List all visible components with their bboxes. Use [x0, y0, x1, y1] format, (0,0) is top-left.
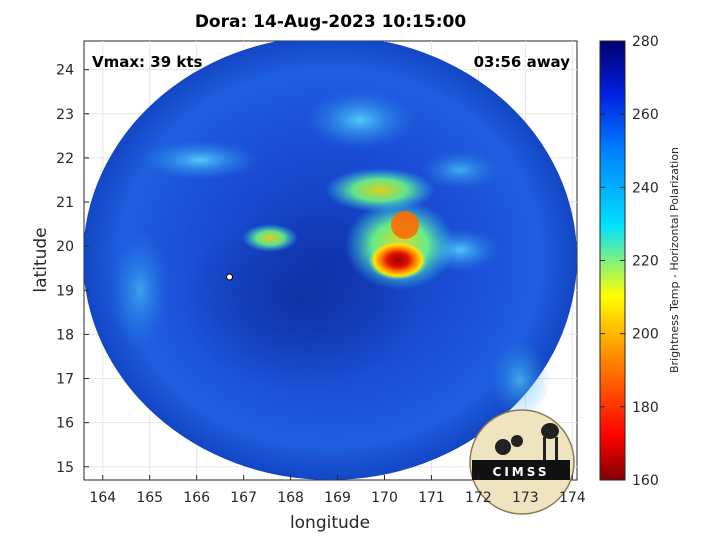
x-tick-label: 165: [136, 490, 163, 506]
colorbar-tick-label: 240: [632, 180, 659, 196]
y-tick-label: 22: [56, 151, 74, 167]
storm-center-marker: [226, 273, 234, 281]
y-tick-label: 24: [56, 63, 74, 79]
colorbar-tick-label: 160: [632, 473, 659, 489]
cimss-logo: CIMSS: [469, 409, 575, 515]
x-tick-label: 170: [371, 490, 398, 506]
brightness-temperature-swath: [84, 41, 577, 480]
y-tick-label: 23: [56, 107, 74, 123]
colorbar-tick-label: 180: [632, 400, 659, 416]
y-tick-label: 20: [56, 239, 74, 255]
y-axis-label: latitude: [31, 227, 51, 292]
x-tick-label: 169: [324, 490, 351, 506]
colorbar-tick-label: 200: [632, 327, 659, 343]
colorbar-ticks: 160 180 200 220 240 260 280: [600, 34, 659, 489]
x-tick-label: 172: [465, 490, 492, 506]
x-axis-ticks: 164 165 166 167 168 169 170 171 172 173 174: [89, 475, 586, 506]
x-tick-label: 174: [559, 490, 586, 506]
y-tick-label: 21: [56, 195, 74, 211]
time-away-annotation: 03:56 away: [473, 53, 570, 71]
y-tick-label: 18: [56, 327, 74, 343]
colorbar-tick-label: 280: [632, 34, 659, 50]
x-tick-label: 171: [418, 490, 445, 506]
colorbar-tick-label: 260: [632, 107, 659, 123]
x-axis-label: longitude: [290, 513, 370, 533]
colorbar-label: Brightness Temp - Horizontal Polarizatio…: [668, 147, 681, 373]
x-tick-label: 173: [512, 490, 539, 506]
x-tick-label: 168: [277, 490, 304, 506]
y-axis-ticks: 15 16 17 18 19 20 21 22 23 24: [56, 63, 89, 476]
vmax-annotation: Vmax: 39 kts: [92, 53, 203, 71]
map-title: Dora: 14-Aug-2023 10:15:00: [194, 12, 467, 32]
logo-text: CIMSS: [493, 465, 550, 479]
x-tick-label: 166: [183, 490, 210, 506]
x-tick-label: 164: [89, 490, 116, 506]
colorbar-tick-label: 220: [632, 254, 659, 270]
y-tick-label: 16: [56, 416, 74, 432]
y-tick-label: 19: [56, 283, 74, 299]
x-tick-label: 167: [230, 490, 257, 506]
y-tick-label: 15: [56, 460, 74, 476]
y-tick-label: 17: [56, 372, 74, 388]
